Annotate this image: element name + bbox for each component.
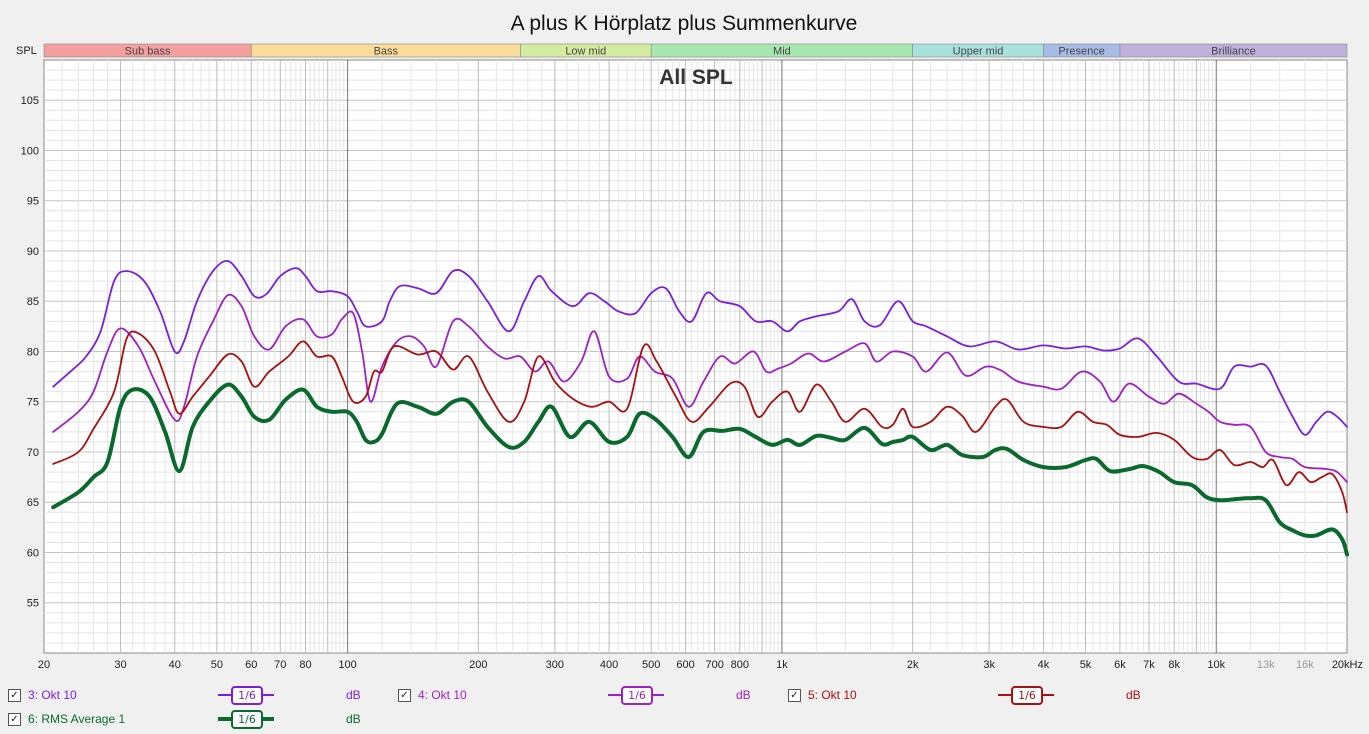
- legend-label-4: 4: Okt 10: [418, 688, 467, 702]
- x-tick-label: 600: [676, 659, 694, 671]
- checkbox-5[interactable]: ✓: [788, 689, 801, 702]
- x-tick-label: 100: [338, 659, 356, 671]
- smoothing-label-3: 1/6: [231, 686, 263, 705]
- smoothing-label-5: 1/6: [1011, 686, 1043, 705]
- x-tick-label: 200: [469, 659, 487, 671]
- series-line-5[interactable]: [52, 330, 1348, 514]
- series-line-3[interactable]: [52, 260, 1348, 436]
- y-tick-label: 90: [27, 246, 39, 258]
- x-tick-label: 5k: [1080, 659, 1092, 671]
- series-curves: [51, 260, 1349, 557]
- legend-label-5: 5: Okt 10: [808, 688, 857, 702]
- series-line-6[interactable]: [51, 382, 1349, 557]
- band-label-6: Brilliance: [1211, 46, 1256, 58]
- legend-row-2: ✓ 6: RMS Average 1 1/6 dB: [0, 710, 1369, 730]
- legend-label-3: 3: Okt 10: [28, 688, 77, 702]
- legend-item-6[interactable]: ✓ 6: RMS Average 1 1/6 dB: [8, 710, 388, 730]
- legend-item-3[interactable]: ✓ 3: Okt 10 1/6 dB: [8, 686, 388, 706]
- x-tick-label: 70: [274, 659, 286, 671]
- chart-title: A plus K Hörplatz plus Summenkurve: [511, 12, 858, 35]
- x-tick-label: 40: [169, 659, 181, 671]
- legend-row-1: ✓ 3: Okt 10 1/6 dB ✓ 4: Okt 10 1/6 dB ✓ …: [0, 686, 1369, 706]
- x-tick-label: 1k: [776, 659, 788, 671]
- x-tick-label: 2k: [907, 659, 919, 671]
- band-6: [1119, 43, 1348, 58]
- y-tick-label: 105: [21, 95, 39, 107]
- grid: [44, 60, 1347, 653]
- y-tick-label: 55: [27, 598, 39, 610]
- series-line-4[interactable]: [52, 293, 1348, 483]
- x-tick-label: 30: [114, 659, 126, 671]
- x-tick-label: 4k: [1038, 659, 1050, 671]
- x-axis-ticks: 20 30 40 50 60 70 80 100 200 300 400 500 600 700 800 1k…: [38, 659, 1363, 671]
- smoothing-control-5[interactable]: 1/6: [998, 686, 1054, 705]
- x-tick-label: 400: [600, 659, 618, 671]
- smoothing-control-3[interactable]: 1/6: [218, 686, 274, 705]
- y-axis-label: SPL: [16, 45, 37, 57]
- unit-label-6: dB: [346, 712, 361, 726]
- x-tick-label: 10k: [1207, 659, 1225, 671]
- x-tick-label: 700: [705, 659, 723, 671]
- x-tick-label: 6k: [1114, 659, 1126, 671]
- y-tick-label: 65: [27, 497, 39, 509]
- unit-label-5: dB: [1126, 688, 1141, 702]
- y-axis-ticks: 55 60 65 70 75 80 85 90 95 100 105: [21, 95, 39, 610]
- band-label-2: Low mid: [565, 46, 606, 58]
- y-tick-label: 95: [27, 196, 39, 208]
- x-tick-label: 80: [299, 659, 311, 671]
- band-label-1: Bass: [374, 46, 399, 58]
- smoothing-label-6: 1/6: [231, 710, 263, 729]
- smoothing-control-4[interactable]: 1/6: [608, 686, 664, 705]
- y-tick-label: 75: [27, 397, 39, 409]
- y-tick-label: 85: [27, 296, 39, 308]
- x-tick-label: 50: [211, 659, 223, 671]
- plot-area[interactable]: [43, 59, 1348, 654]
- x-tick-label: 8k: [1168, 659, 1180, 671]
- x-tick-label: 16k: [1296, 659, 1314, 671]
- x-tick-label: 300: [546, 659, 564, 671]
- smoothing-control-6[interactable]: 1/6: [218, 710, 274, 729]
- x-tick-label: 13k: [1257, 659, 1275, 671]
- y-tick-label: 100: [21, 145, 39, 157]
- legend-item-4[interactable]: ✓ 4: Okt 10 1/6 dB: [398, 686, 778, 706]
- y-tick-label: 80: [27, 346, 39, 358]
- checkbox-6[interactable]: ✓: [8, 713, 21, 726]
- band-label-0: Sub bass: [125, 46, 171, 58]
- y-tick-label: 60: [27, 547, 39, 559]
- band-label-3: Mid: [773, 46, 791, 58]
- frequency-bands: Sub bass Bass Low mid Mid Upper mid Presence B…: [43, 43, 1348, 58]
- x-tick-label: 500: [642, 659, 660, 671]
- unit-label-4: dB: [736, 688, 751, 702]
- inner-title: All SPL: [659, 66, 733, 89]
- frequency-response-chart: A plus K Hörplatz plus Summenkurve SPL S…: [16, 12, 1363, 671]
- legend-label-6: 6: RMS Average 1: [28, 712, 126, 726]
- legend-item-5[interactable]: ✓ 5: Okt 10 1/6 dB: [788, 686, 1168, 706]
- band-label-5: Presence: [1058, 46, 1104, 58]
- smoothing-label-4: 1/6: [621, 686, 653, 705]
- x-tick-label: 800: [731, 659, 749, 671]
- x-tick-label: 60: [245, 659, 257, 671]
- y-tick-label: 70: [27, 447, 39, 459]
- x-tick-label: 7k: [1143, 659, 1155, 671]
- x-tick-label: 3k: [983, 659, 995, 671]
- checkbox-3[interactable]: ✓: [8, 689, 21, 702]
- checkbox-4[interactable]: ✓: [398, 689, 411, 702]
- band-label-4: Upper mid: [953, 46, 1004, 58]
- x-tick-label: 20: [38, 659, 50, 671]
- unit-label-3: dB: [346, 688, 361, 702]
- x-tick-label: 20kHz: [1332, 659, 1363, 671]
